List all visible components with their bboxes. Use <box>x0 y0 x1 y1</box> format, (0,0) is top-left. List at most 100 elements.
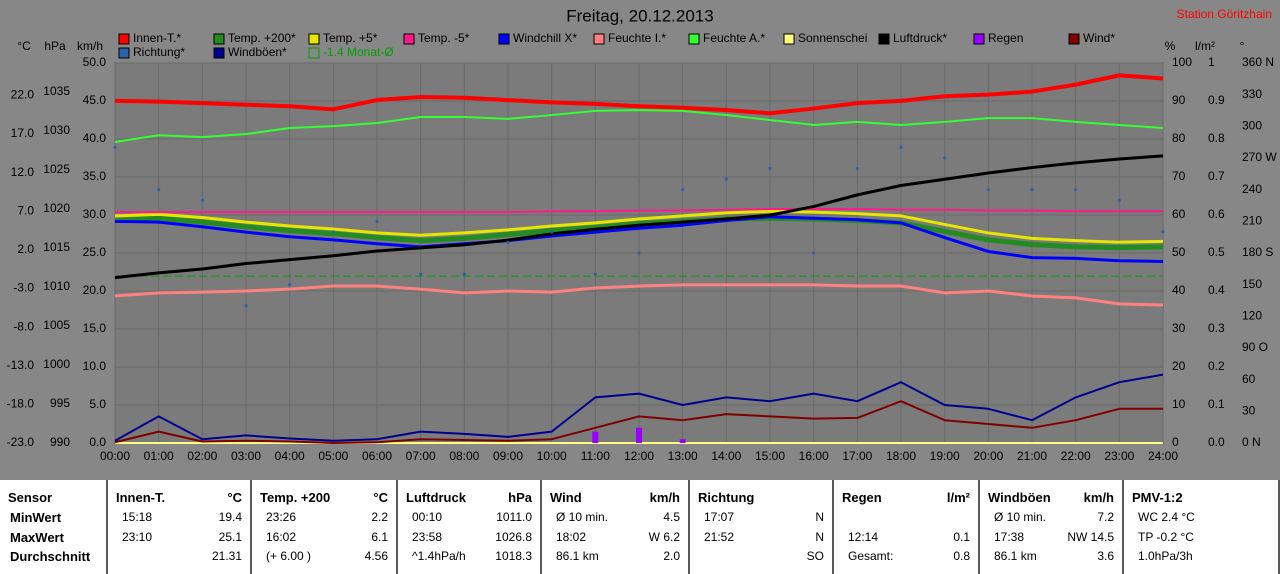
x-tick-label: 05:00 <box>318 449 348 463</box>
y-tick-label: 0.0 <box>1208 435 1225 449</box>
series-line <box>114 283 1164 307</box>
cell-right: 1026.8 <box>495 529 532 544</box>
table-column: Temp. +200 °C 23:26 2.2 16:02 6.1 (+ 6.00 ) 4.5… <box>252 480 396 574</box>
cell-right: N <box>815 510 824 524</box>
legend-label: Sonnenschei <box>798 31 867 45</box>
y-tick-label: -13.0 <box>7 358 35 372</box>
series-line <box>114 154 1164 280</box>
cell-left: 17:07 <box>704 510 735 524</box>
legend-label: Regen <box>988 31 1023 45</box>
chart: Freitag, 20.12.2013 Station Göritzhain °… <box>7 6 1278 463</box>
y-tick-label: 15.0 <box>83 321 107 335</box>
table-column: Innen-T. °C 15:18 19.4 23:10 25.1 21.31 <box>108 480 250 574</box>
x-tick-label: 16:00 <box>799 449 829 463</box>
y-tick-label: -23.0 <box>7 435 35 449</box>
legend-swatch <box>213 33 225 45</box>
column-unit: km/h <box>649 490 680 505</box>
legend-label: Wind* <box>1083 31 1115 45</box>
y-tick-label: 0.4 <box>1208 283 1225 297</box>
y-tick-label: 100 <box>1172 55 1192 69</box>
y-tick-label: 12.0 <box>11 165 35 179</box>
y-tick-label: 1010 <box>43 279 70 293</box>
x-tick-label: 06:00 <box>362 449 392 463</box>
direction-dot <box>550 230 554 234</box>
cell-left: WC 2.4 °C <box>1138 510 1195 524</box>
legend-label: Temp. -5* <box>418 31 470 45</box>
legend-label: Windböen* <box>228 45 287 59</box>
legend-swatch <box>1068 33 1080 45</box>
y-tick-label: 1030 <box>43 123 70 137</box>
direction-dot <box>244 304 248 308</box>
y-tick-label: 210 <box>1242 214 1262 228</box>
rain-bar <box>592 431 599 443</box>
y-tick-label: 150 <box>1242 277 1262 291</box>
cell-left: 15:18 <box>122 510 153 524</box>
table-column: Luftdruck hPa 00:10 1011.0 23:58 1026.8 ^1.4hP… <box>398 480 540 574</box>
legend-label: Innen-T.* <box>133 31 181 45</box>
y-tick-label: 120 <box>1242 309 1262 323</box>
series-line <box>114 373 1164 442</box>
series-line <box>114 215 1164 263</box>
cell-right: 1018.3 <box>495 549 532 563</box>
y-tick-label: 1015 <box>43 240 70 254</box>
cell-right: 3.6 <box>1097 549 1114 563</box>
cell-right: 4.5 <box>663 510 680 524</box>
x-tick-label: 03:00 <box>231 449 261 463</box>
legend-swatch <box>403 33 415 45</box>
x-tick-label: 07:00 <box>406 449 436 463</box>
direction-dot <box>1030 188 1034 192</box>
column-header: Wind <box>550 490 582 505</box>
y-tick-label: 0.7 <box>1208 169 1225 183</box>
table-column: Regen l/m² 12:14 0.1 Gesamt: 0.8 <box>834 480 978 574</box>
cell-right: 21.31 <box>211 549 242 563</box>
table-column: Sensor MinWert MaxWert Durchschnitt <box>0 480 106 574</box>
y-tick-label: 1025 <box>43 162 70 176</box>
cell-left: 12:14 <box>848 529 879 544</box>
column-header: Windböen <box>988 490 1051 505</box>
direction-dot <box>157 188 161 192</box>
legend-swatch <box>783 33 795 45</box>
column-unit: l/m² <box>946 490 970 505</box>
legend-swatch <box>213 47 225 59</box>
y-tick-label: 0.9 <box>1208 93 1225 107</box>
y-tick-label: 1005 <box>43 318 70 332</box>
direction-dot <box>1074 188 1078 192</box>
cell-left: 86.1 km <box>994 549 1037 563</box>
cell-left: 21:52 <box>704 529 735 544</box>
direction-dot <box>855 166 859 171</box>
column-unit: °C <box>227 490 242 505</box>
column-unit: km/h <box>1083 490 1114 505</box>
chart-title: Freitag, 20.12.2013 <box>566 6 713 25</box>
direction-dot <box>200 198 204 202</box>
direction-dot <box>506 240 510 245</box>
x-tick-label: 22:00 <box>1061 449 1091 463</box>
direction-dot <box>986 188 990 192</box>
series-line <box>115 207 1163 214</box>
y-tick-label: 30 <box>1172 321 1186 335</box>
x-tick-label: 19:00 <box>930 449 960 463</box>
x-tick-label: 18:00 <box>886 449 916 463</box>
cell-left: 16:02 <box>266 529 297 544</box>
x-tick-label: 01:00 <box>144 449 174 463</box>
series-line <box>114 209 1164 244</box>
direction-dot <box>812 251 816 255</box>
series-line <box>114 73 1164 116</box>
y-tick-label: 180 S <box>1242 245 1273 259</box>
y-tick-label: 10 <box>1172 397 1186 411</box>
y-tick-label: 17.0 <box>11 126 35 140</box>
y-tick-label: 1000 <box>43 357 70 371</box>
direction-dot <box>1161 230 1165 234</box>
legend-swatch <box>498 33 510 45</box>
cell-left: Gesamt: <box>848 549 894 563</box>
direction-dot <box>637 251 641 255</box>
cell-left: ^1.4hPa/h <box>412 549 466 563</box>
y-tick-label: 30 <box>1242 404 1256 418</box>
y-tick-label: 0.5 <box>1208 245 1225 259</box>
legend-swatch <box>878 33 890 45</box>
direction-dot <box>593 272 597 276</box>
x-tick-label: 10:00 <box>537 449 567 463</box>
cell-left: 17:38 <box>994 529 1025 544</box>
y-tick-label: 40.0 <box>83 131 107 145</box>
x-tick-label: 09:00 <box>493 449 523 463</box>
